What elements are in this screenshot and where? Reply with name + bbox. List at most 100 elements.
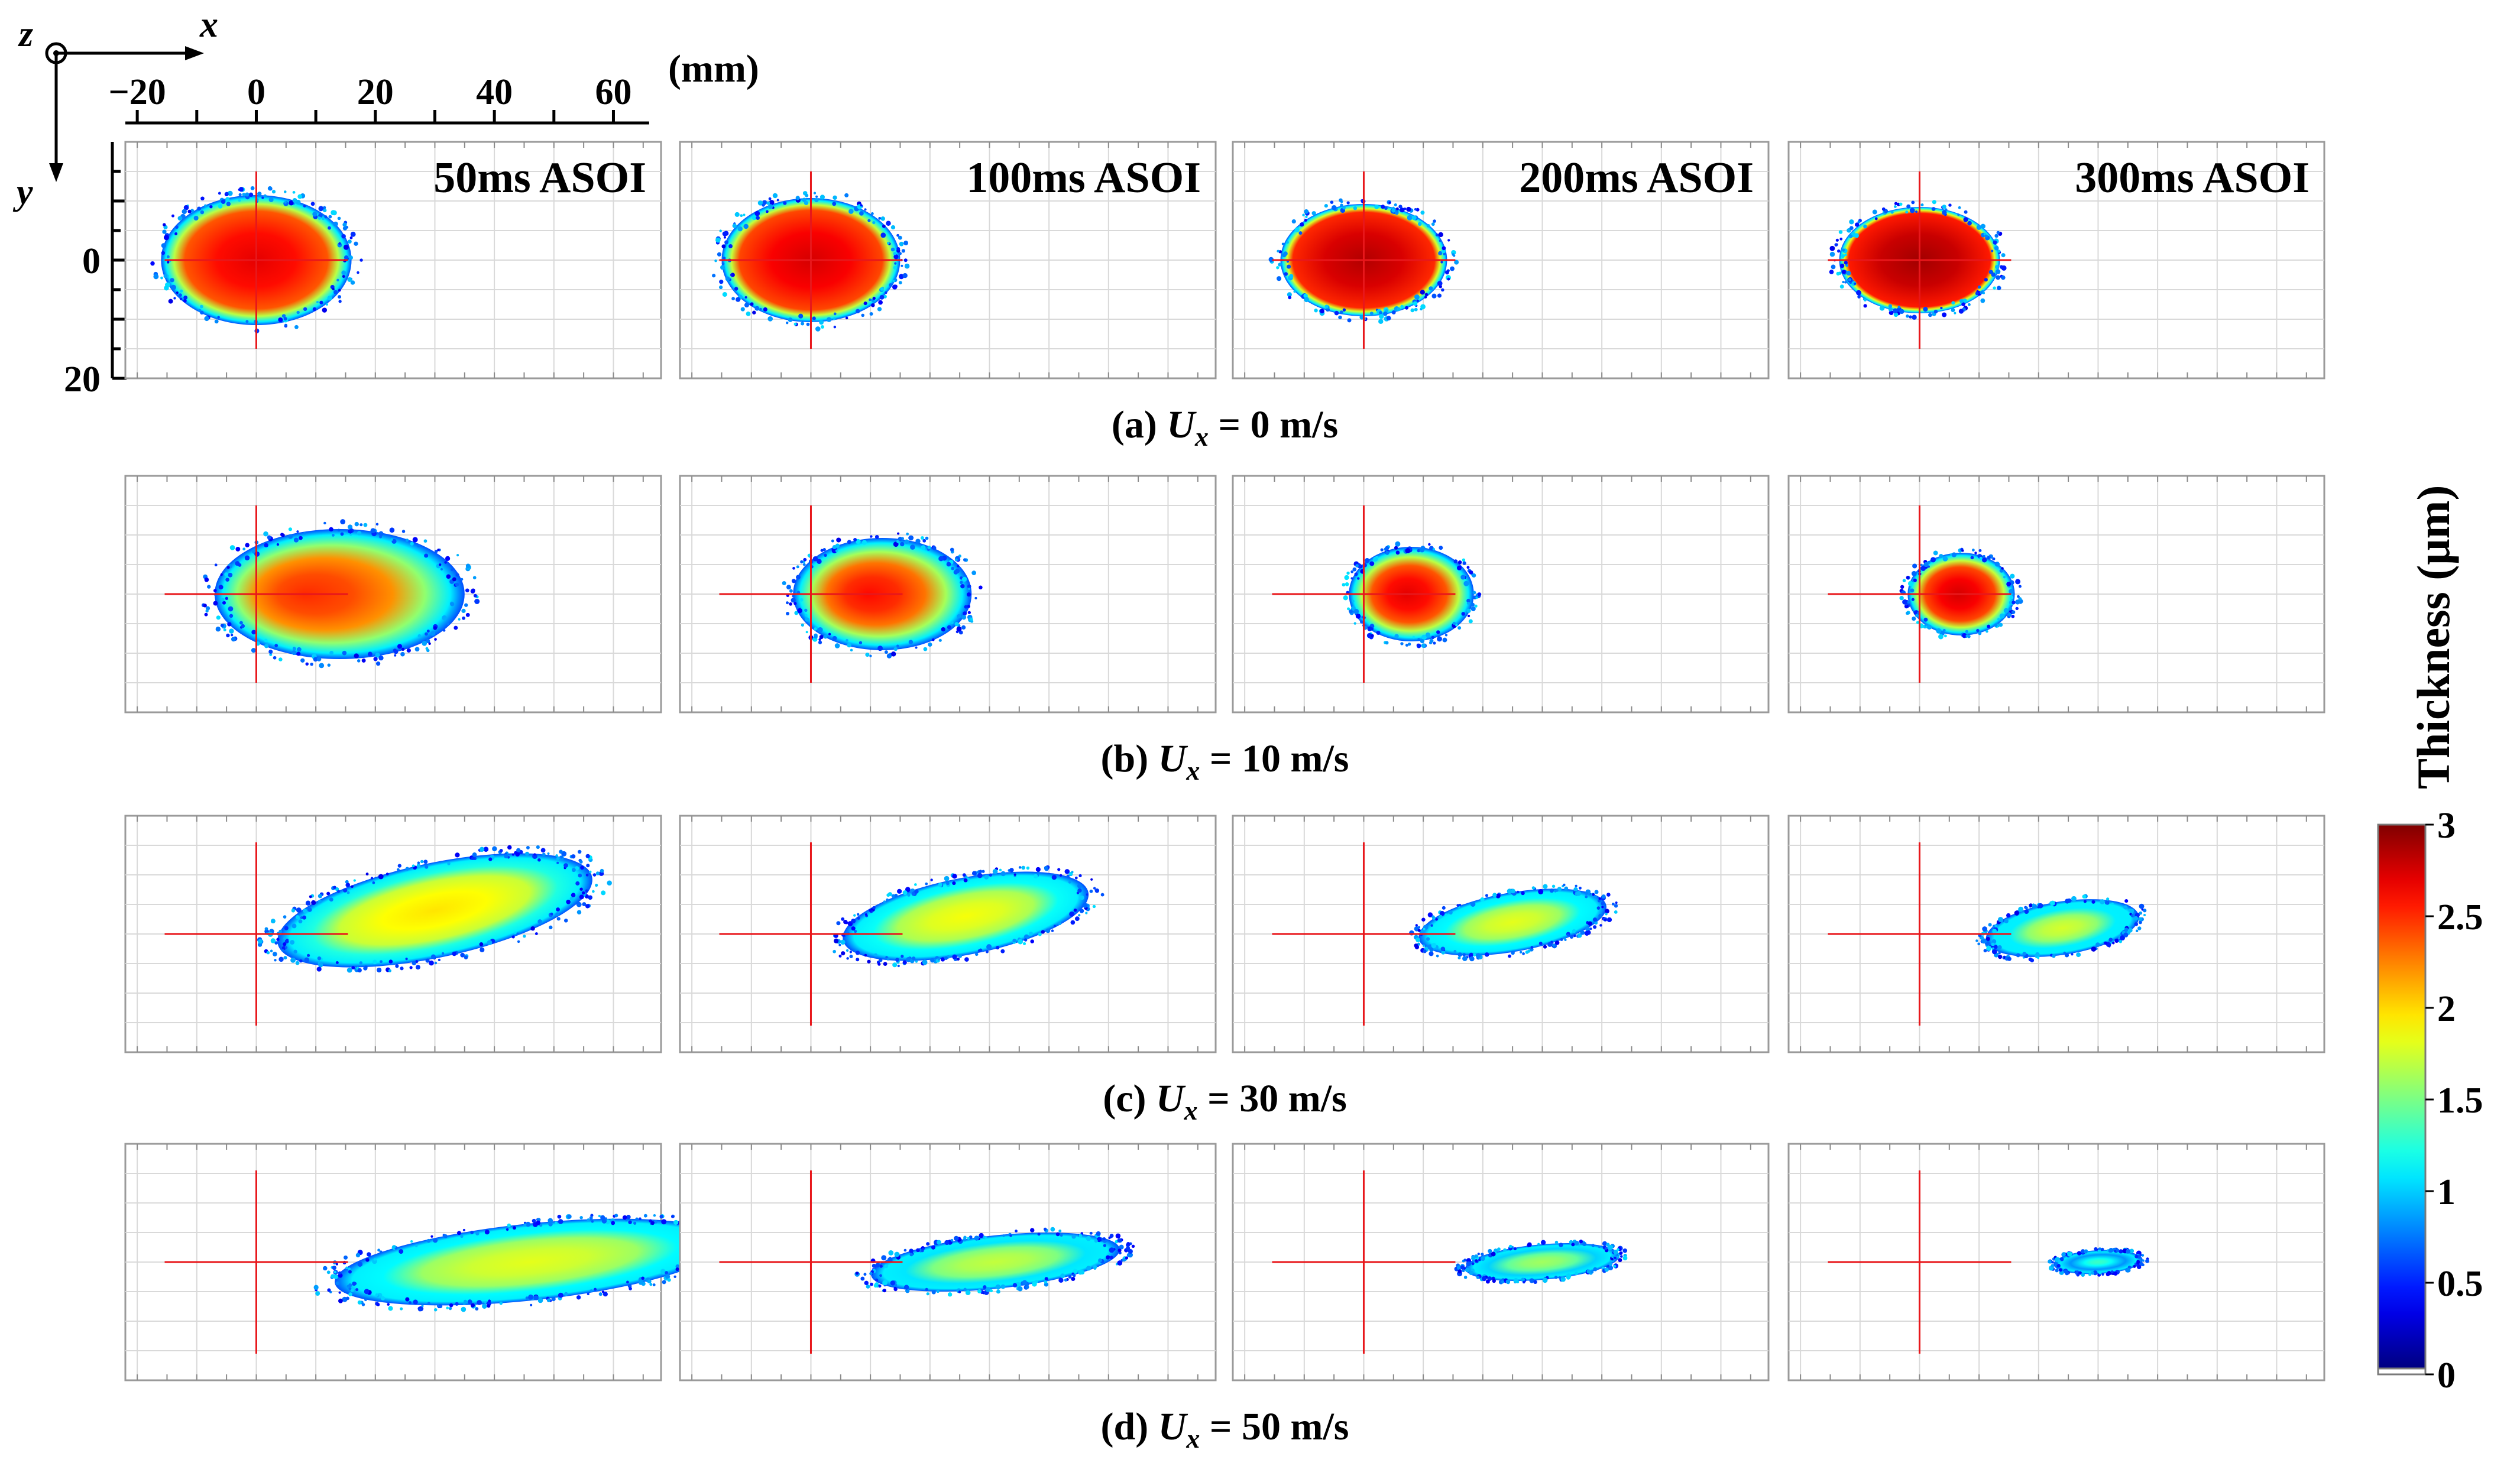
speckle-dot (299, 959, 303, 963)
speckle-dot (1035, 867, 1041, 872)
speckle-dot (328, 226, 331, 230)
speckle-dot (1379, 311, 1382, 314)
speckle-dot (1383, 312, 1388, 316)
blob-speckle (150, 186, 363, 333)
speckle-dot (306, 953, 310, 957)
speckle-dot (284, 323, 288, 327)
speckle-dot (318, 962, 323, 968)
speckle-dot (2145, 1259, 2150, 1263)
speckle-dot (228, 606, 234, 612)
blob-speckle (1342, 541, 1482, 648)
speckle-dot (908, 640, 914, 645)
speckle-dot (394, 654, 397, 657)
blob-speckle (833, 865, 1104, 968)
speckle-dot (1074, 916, 1080, 922)
speckle-dot (966, 592, 971, 597)
speckle-dot (1856, 290, 1862, 296)
speckle-dot (1618, 1258, 1622, 1263)
speckle-dot (1421, 917, 1426, 922)
speckle-dot (1000, 1284, 1006, 1289)
speckle-dot (444, 561, 447, 564)
speckle-dot (1505, 1279, 1511, 1284)
speckle-dot (898, 281, 902, 285)
speckle-dot (967, 596, 971, 599)
speckle-dot (2143, 909, 2147, 913)
speckle-dot (1435, 918, 1438, 921)
speckle-dot (2119, 1249, 2123, 1254)
speckle-dot (2082, 894, 2087, 899)
speckle-dot (329, 651, 334, 655)
speckle-dot (442, 629, 446, 632)
speckle-dot (1385, 550, 1389, 555)
speckle-dot (2016, 953, 2020, 958)
speckle-dot (871, 303, 875, 307)
speckle-dot (1403, 207, 1407, 210)
speckle-dot (359, 258, 363, 262)
speckle-dot (525, 1296, 529, 1300)
speckle-dot (1531, 886, 1536, 890)
speckle-dot (438, 1303, 443, 1309)
speckle-dot (312, 212, 318, 217)
speckle-dot (1888, 307, 1893, 312)
speckle-dot (1392, 206, 1395, 209)
speckle-dot (257, 192, 262, 196)
speckle-dot (820, 194, 825, 200)
speckle-dot (1508, 1244, 1512, 1248)
speckle-dot (1944, 634, 1947, 638)
speckle-dot (1394, 634, 1399, 638)
speckle-dot (1037, 1232, 1041, 1236)
speckle-dot (2123, 905, 2128, 910)
speckle-dot (1971, 549, 1975, 552)
speckle-dot (1909, 315, 1912, 319)
speckle-dot (270, 938, 276, 943)
speckle-dot (1849, 219, 1854, 225)
speckle-dot (595, 871, 600, 875)
speckle-dot (1438, 232, 1443, 238)
speckle-dot (1300, 222, 1304, 227)
film-thickness-blob (335, 1218, 725, 1306)
speckle-dot (162, 229, 167, 234)
speckle-dot (263, 531, 268, 537)
speckle-dot (1413, 301, 1418, 306)
speckle-dot (434, 961, 438, 965)
z-axis-label: z (18, 14, 33, 54)
speckle-dot (1126, 1241, 1130, 1246)
speckle-dot (1406, 206, 1411, 212)
speckle-dot (231, 637, 236, 642)
speckle-dot (803, 557, 807, 562)
speckle-dot (550, 912, 553, 916)
speckle-dot (284, 946, 288, 949)
caption-prefix: (c) (1103, 1077, 1156, 1120)
speckle-dot (425, 647, 429, 650)
speckle-dot (860, 1276, 865, 1281)
speckle-dot (1602, 1241, 1607, 1246)
speckle-dot (722, 231, 727, 236)
speckle-dot (1984, 278, 1988, 282)
speckle-dot (2129, 909, 2134, 913)
speckle-dot (792, 567, 795, 570)
speckle-dot (1447, 239, 1450, 242)
speckle-dot (342, 650, 347, 656)
speckle-dot (274, 644, 278, 647)
speckle-dot (390, 538, 393, 541)
speckle-dot (1352, 599, 1355, 602)
speckle-dot (828, 633, 831, 635)
speckle-dot (566, 900, 571, 904)
speckle-dot (2014, 910, 2019, 916)
speckle-dot (974, 596, 977, 599)
speckle-dot (1582, 1241, 1587, 1247)
speckle-dot (1128, 1252, 1133, 1258)
speckle-dot (1436, 954, 1439, 958)
speckle-dot (2137, 926, 2142, 930)
speckle-dot (1405, 643, 1408, 647)
speckle-dot (2111, 902, 2114, 905)
speckle-dot (814, 627, 817, 631)
speckle-dot (204, 316, 209, 322)
speckle-dot (177, 216, 183, 221)
speckle-dot (1598, 1246, 1601, 1248)
speckle-dot (1431, 943, 1437, 948)
speckle-dot (869, 312, 873, 316)
speckle-dot (869, 654, 872, 657)
speckle-dot (892, 284, 898, 290)
speckle-dot (791, 579, 796, 583)
